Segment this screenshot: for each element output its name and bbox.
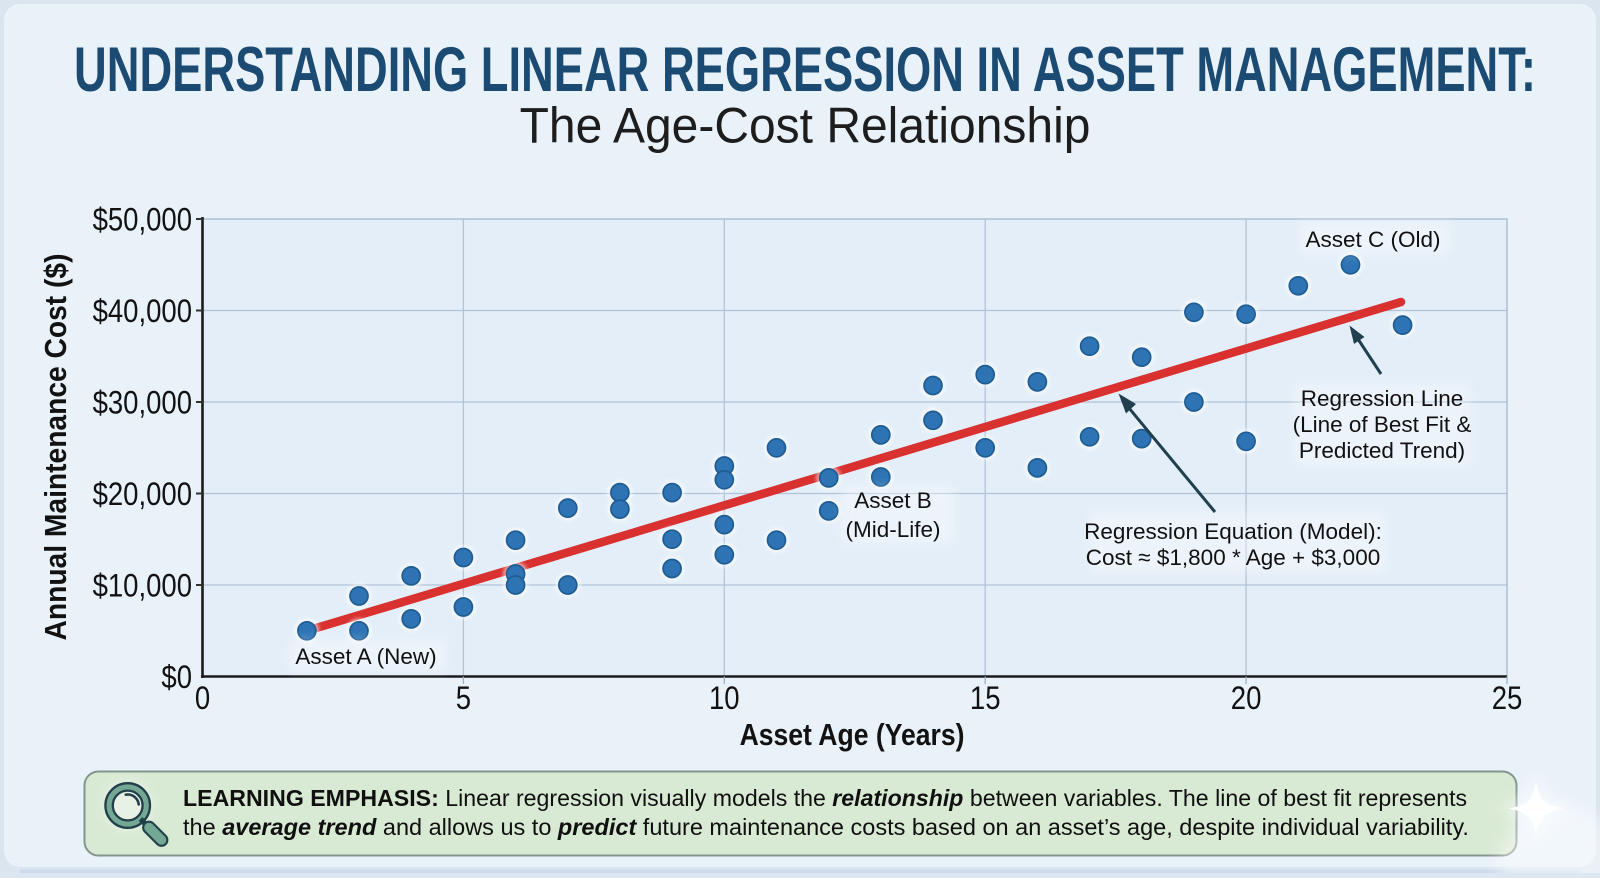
svg-text:0: 0: [195, 681, 210, 716]
svg-text:20: 20: [1231, 681, 1262, 716]
svg-text:Regression Line: Regression Line: [1301, 386, 1464, 411]
svg-text:the average trend and allows u: the average trend and allows us to predi…: [183, 814, 1469, 840]
svg-text:Asset A (New): Asset A (New): [295, 644, 436, 669]
svg-text:$40,000: $40,000: [93, 294, 192, 329]
svg-text:Cost ≈ $1,800 * Age + $3,000: Cost ≈ $1,800 * Age + $3,000: [1086, 545, 1380, 570]
svg-text:(Mid-Life): (Mid-Life): [845, 517, 940, 542]
svg-text:(Line of Best Fit &: (Line of Best Fit &: [1293, 412, 1472, 437]
svg-text:Asset Age (Years): Asset Age (Years): [740, 718, 965, 752]
svg-text:UNDERSTANDING LINEAR REGRESSIO: UNDERSTANDING LINEAR REGRESSION IN ASSET…: [74, 34, 1536, 105]
svg-text:$0: $0: [161, 660, 192, 695]
svg-text:Asset C (Old): Asset C (Old): [1305, 227, 1440, 252]
svg-text:10: 10: [709, 681, 740, 716]
svg-text:5: 5: [456, 681, 471, 716]
svg-text:$10,000: $10,000: [93, 569, 192, 604]
svg-text:Asset B: Asset B: [854, 488, 932, 513]
svg-text:25: 25: [1492, 681, 1523, 716]
svg-text:Regression Equation (Model):: Regression Equation (Model):: [1084, 519, 1382, 544]
svg-text:LEARNING EMPHASIS: Linear regr: LEARNING EMPHASIS: Linear regression vis…: [183, 785, 1467, 811]
svg-text:15: 15: [970, 681, 1001, 716]
svg-text:$20,000: $20,000: [93, 477, 192, 512]
svg-text:The Age-Cost Relationship: The Age-Cost Relationship: [520, 99, 1091, 154]
svg-text:Annual Maintenance Cost ($): Annual Maintenance Cost ($): [39, 254, 74, 641]
svg-text:Predicted Trend): Predicted Trend): [1299, 438, 1465, 463]
svg-text:$50,000: $50,000: [93, 203, 192, 238]
svg-text:$30,000: $30,000: [93, 386, 192, 421]
